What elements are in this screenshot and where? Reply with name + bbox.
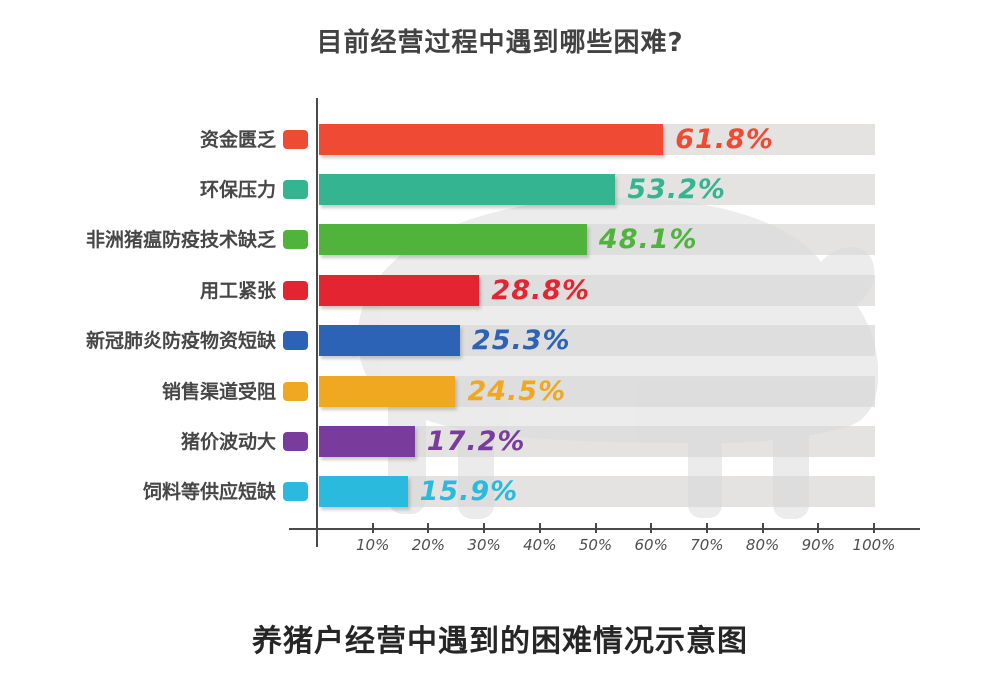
legend-swatch: [283, 331, 308, 351]
bar: [319, 325, 460, 357]
bar-row-3: 非洲猪瘟防疫技术缺乏 48.1%: [0, 223, 1000, 256]
bar-row-8: 饲料等供应短缺 15.9%: [0, 475, 1000, 508]
category-label: 销售渠道受阻: [161, 380, 276, 403]
category-label: 用工紧张: [199, 279, 276, 302]
legend-swatch: [283, 179, 308, 199]
tick-label: 60%: [634, 536, 668, 554]
legend-swatch: [283, 129, 308, 149]
value-label: 17.2%: [426, 425, 526, 457]
value-label: 48.1%: [598, 224, 698, 256]
chart-caption: 养猪户经营中遇到的困难情况示意图: [252, 624, 748, 659]
legend-swatch: [283, 381, 308, 401]
tick-mark: [483, 523, 486, 533]
value-label: 53.2%: [627, 173, 726, 205]
tick-mark: [371, 523, 374, 533]
category-label: 新冠肺炎防疫物资短缺: [85, 330, 276, 353]
tick-label: 40%: [523, 536, 557, 554]
tick-mark: [705, 523, 708, 533]
tick-label: 80%: [745, 536, 780, 554]
tick-mark: [761, 523, 764, 533]
tick-mark: [817, 523, 820, 533]
x-axis-line: [289, 528, 920, 530]
bar: [319, 123, 664, 155]
tick-label: 20%: [411, 536, 446, 554]
tick-label: 50%: [578, 536, 613, 554]
legend-swatch: [283, 482, 308, 502]
tick-mark: [594, 523, 597, 533]
bar: [319, 224, 587, 256]
category-label: 非洲猪瘟防疫技术缺乏: [85, 229, 276, 252]
tick-label: 90%: [801, 536, 835, 554]
tick-mark: [427, 523, 430, 533]
category-label: 环保压力: [199, 178, 276, 201]
bar-row-4: 用工紧张 28.8%: [0, 274, 1000, 307]
legend-swatch: [283, 230, 308, 250]
tick-mark: [873, 523, 875, 533]
bar: [319, 476, 408, 508]
bar-row-1: 资金匮乏 61.8%: [0, 123, 1000, 156]
value-label: 61.8%: [675, 123, 774, 155]
tick-label: 70%: [690, 536, 724, 554]
legend-swatch: [283, 431, 308, 451]
bar-row-7: 猪价波动大 17.2%: [0, 425, 1000, 458]
bar-row-2: 环保压力 53.2%: [0, 173, 1000, 206]
tick-label: 30%: [467, 536, 501, 554]
value-label: 15.9%: [419, 476, 519, 508]
category-label: 饲料等供应短缺: [142, 481, 276, 504]
value-label: 24.5%: [467, 375, 567, 407]
bar: [319, 173, 616, 205]
bar: [319, 274, 480, 306]
y-axis-line: [316, 98, 318, 547]
tick-mark: [538, 523, 541, 533]
tick-mark: [650, 523, 653, 533]
bar: [319, 375, 456, 407]
bar-row-5: 新冠肺炎防疫物资短缺 25.3%: [0, 324, 1000, 357]
tick-label: 10%: [356, 536, 390, 554]
value-label: 25.3%: [471, 325, 571, 357]
chart-title: 目前经营过程中遇到哪些困难?: [316, 28, 684, 58]
value-label: 28.8%: [491, 274, 591, 306]
tick-label: 100%: [852, 536, 896, 554]
category-label: 资金匮乏: [199, 128, 276, 151]
bar: [319, 425, 415, 457]
bar-row-6: 销售渠道受阻 24.5%: [0, 375, 1000, 408]
category-label: 猪价波动大: [180, 430, 276, 453]
legend-swatch: [283, 280, 308, 300]
